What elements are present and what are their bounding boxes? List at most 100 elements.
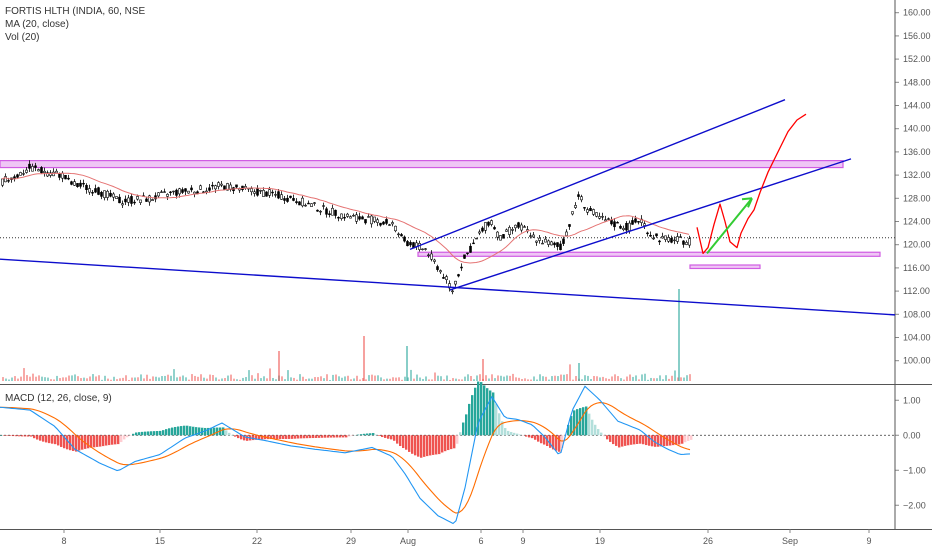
volume-bar <box>350 379 352 381</box>
candle-body <box>376 219 379 223</box>
candle-body <box>28 163 31 169</box>
volume-bar <box>272 377 274 381</box>
candle-body <box>622 227 625 230</box>
candle-body <box>112 193 115 198</box>
macd-histogram-bar <box>69 435 72 451</box>
volume-bar <box>5 378 7 381</box>
macd-histogram-bar <box>516 433 519 436</box>
candle-body <box>670 237 673 243</box>
candle-body <box>460 266 463 269</box>
candle-body <box>349 216 352 219</box>
candle-body <box>469 245 472 253</box>
macd-histogram-bar <box>645 435 648 446</box>
volume-bar <box>338 376 340 381</box>
volume-bar <box>131 377 133 381</box>
candle-body <box>199 185 202 190</box>
macd-histogram-bar <box>96 435 99 447</box>
volume-bar <box>287 370 289 381</box>
macd-histogram-bar <box>327 435 330 438</box>
macd-histogram-bar <box>687 435 690 441</box>
volume-bar <box>494 378 496 381</box>
macd-histogram-bar <box>441 435 444 453</box>
macd-histogram-bar <box>282 435 285 439</box>
candle-body <box>496 231 499 238</box>
macd-legend[interactable]: MACD (12, 26, close, 9) <box>5 393 112 404</box>
macd-histogram-bar <box>183 425 186 436</box>
candle-body <box>256 188 259 196</box>
volume-bar <box>137 377 139 381</box>
volume-bar <box>227 375 229 381</box>
macd-histogram-bar <box>393 435 396 441</box>
volume-bar <box>206 378 208 381</box>
candle-body <box>292 198 295 201</box>
volume-bar <box>194 375 196 381</box>
macd-histogram-bar <box>228 432 231 436</box>
volume-bar <box>389 378 391 381</box>
candle-body <box>67 177 70 180</box>
time-axis-label: 26 <box>703 536 713 546</box>
volume-bar <box>680 377 682 381</box>
macd-histogram-bar <box>156 431 159 436</box>
volume-bar <box>239 379 241 381</box>
macd-histogram-bar <box>651 435 654 447</box>
candle-body <box>448 283 451 289</box>
volume-bar <box>638 379 640 381</box>
volume-bar <box>74 374 76 381</box>
volume-bar <box>416 374 418 381</box>
candle-body <box>508 227 511 235</box>
volume-bar <box>485 375 487 381</box>
volume-bar <box>668 378 670 381</box>
volume-bar <box>299 374 301 381</box>
candle-body <box>631 220 634 225</box>
candle-body <box>313 202 316 204</box>
price-axis-label: 104.00 <box>903 333 931 343</box>
volume-bar <box>47 377 49 381</box>
macd-histogram-bar <box>105 435 108 446</box>
candle-body <box>553 242 556 246</box>
candle-body <box>82 182 85 185</box>
volume-bar <box>647 379 649 381</box>
macd-line <box>0 385 691 525</box>
macd-histogram-bar <box>153 431 156 436</box>
candle-body <box>451 290 454 293</box>
candle-body <box>355 214 358 222</box>
candle-body <box>664 235 667 240</box>
volume-bar <box>551 376 553 381</box>
volume-bar <box>176 377 178 381</box>
volume-bar <box>8 379 10 381</box>
volume-bar <box>200 374 202 381</box>
volume-bar <box>113 376 115 381</box>
macd-histogram-bar <box>423 435 426 457</box>
macd-histogram-bar <box>297 435 300 439</box>
macd-histogram-bar <box>84 435 87 449</box>
candle-body <box>535 240 538 243</box>
vol-legend[interactable]: Vol (20) <box>5 32 40 43</box>
candle-body <box>532 234 535 238</box>
volume-bar <box>380 377 382 381</box>
volume-bar <box>281 376 283 381</box>
macd-histogram-bar <box>438 435 441 455</box>
volume-bar <box>119 378 121 381</box>
volume-bar <box>437 375 439 381</box>
macd-histogram-bar <box>531 435 534 439</box>
symbol-legend[interactable]: FORTIS HLTH (INDIA, 60, NSE <box>5 6 146 17</box>
volume-bar <box>545 376 547 381</box>
volume-bar <box>134 377 136 381</box>
volume-bar <box>650 377 652 381</box>
macd-histogram-bar <box>63 435 66 449</box>
macd-histogram-bar <box>492 392 495 436</box>
macd-histogram-bar <box>621 435 624 447</box>
macd-histogram-bar <box>447 435 450 451</box>
ma-legend[interactable]: MA (20, close) <box>5 19 69 30</box>
macd-histogram-bar <box>270 435 273 440</box>
volume-bar <box>386 378 388 381</box>
candle-body <box>43 170 46 174</box>
time-axis-label: 9 <box>866 536 871 546</box>
volume-bar <box>581 379 583 381</box>
price-axis-label: 148.00 <box>903 77 931 87</box>
macd-histogram-bar <box>303 435 306 439</box>
candle-body <box>538 237 541 241</box>
candle-body <box>190 187 193 191</box>
volume-bar <box>623 379 625 381</box>
